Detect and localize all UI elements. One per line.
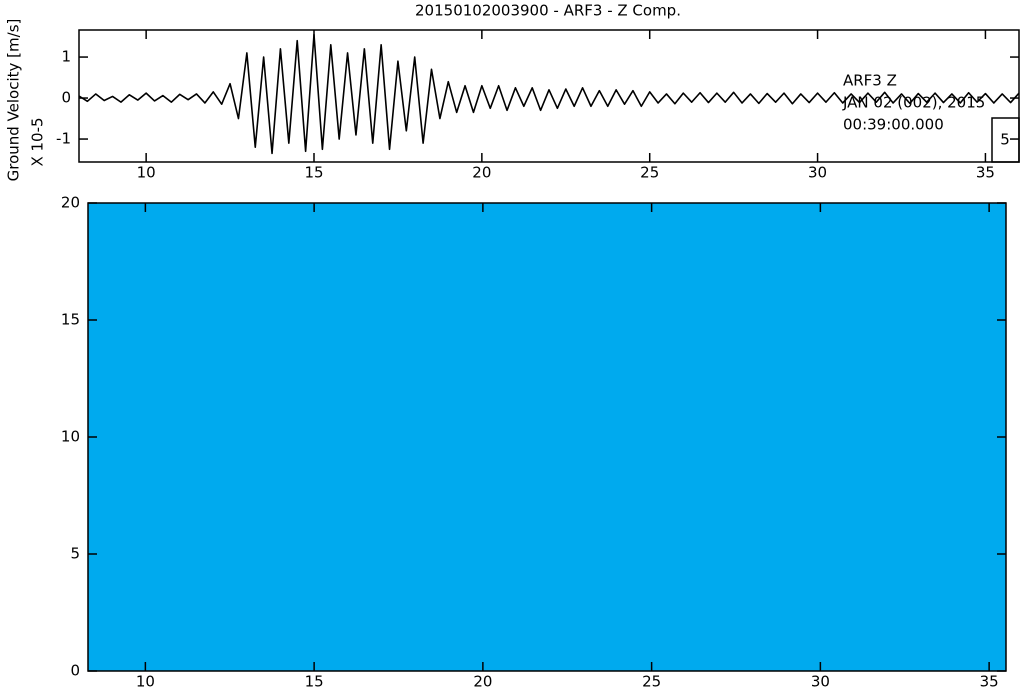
y-tick-label: 15 [61,311,80,329]
waveform [78,33,1020,155]
chart-title: 20150102003900 - ARF3 - Z Comp. [415,2,681,20]
x-tick-label: 20 [472,164,491,182]
y-tick-label: 20 [61,194,80,212]
x-tick-label: 15 [304,164,323,182]
y-tick-label: 5 [70,545,80,563]
x-tick-label: 30 [808,164,827,182]
y-tick-label: 1 [61,48,71,66]
annotation: 5 [1000,131,1010,149]
x-tick-label: 35 [980,673,999,691]
x-tick-label: 35 [976,164,995,182]
y-tick-label: 0 [61,89,71,107]
y-tick-label: 10 [61,428,80,446]
annotation: ARF3 Z [843,72,897,90]
x-tick-label: 15 [305,673,324,691]
x-tick-label: 25 [640,164,659,182]
plot-frame [87,202,1007,672]
x-tick-label: 10 [136,673,155,691]
x-tick-label: 30 [811,673,830,691]
plot-frame [78,29,1020,163]
y-tick-label: -1 [56,130,71,148]
x-tick-label: 20 [473,673,492,691]
annotation: JAN 02 (002), 2015 [842,94,985,112]
y-axis-label: Ground Velocity [m/s] [5,19,23,182]
x-tick-label: 25 [642,673,661,691]
y-axis-label: X 10-5 [29,117,47,166]
plot-background [88,203,1006,671]
x-tick-label: 10 [137,164,156,182]
spectrogram [88,203,1006,671]
y-tick-label: 0 [70,662,80,680]
annotation: 00:39:00.000 [843,116,944,134]
